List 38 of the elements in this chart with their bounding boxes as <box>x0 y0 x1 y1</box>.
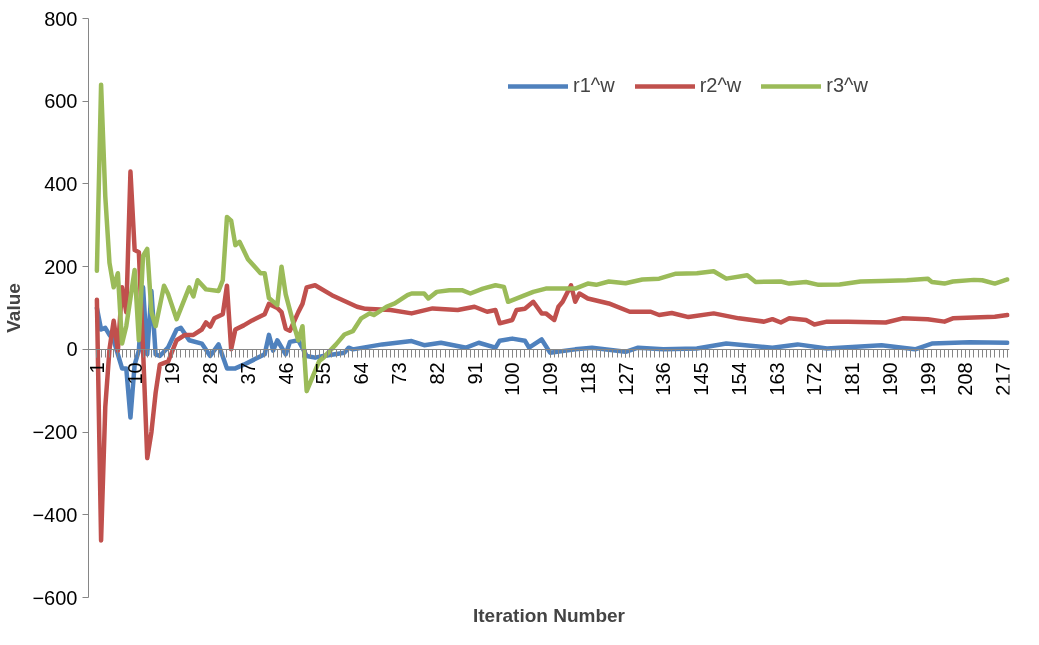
y-tick-label: 200 <box>44 255 78 278</box>
x-tick-label: 73 <box>388 362 410 385</box>
x-tick-label: 28 <box>199 362 222 385</box>
x-tick-label: 163 <box>765 362 788 396</box>
x-tick-label: 172 <box>803 362 826 396</box>
x-tick-label: 109 <box>539 362 562 396</box>
y-tick-label: 400 <box>44 172 78 195</box>
x-tick-label: 10 <box>123 362 146 385</box>
x-tick-label: 118 <box>576 362 599 395</box>
x-tick-label: 100 <box>501 362 524 396</box>
x-tick-label: 154 <box>727 362 750 396</box>
legend-label: r3^w <box>826 74 868 97</box>
legend-label: r2^w <box>699 74 742 97</box>
x-tick-label: 199 <box>916 362 939 396</box>
y-tick-label: −600 <box>32 586 78 609</box>
y-tick-label: 600 <box>44 90 78 113</box>
x-tick-label: 127 <box>614 362 637 396</box>
x-tick-label: 64 <box>350 362 373 385</box>
legend-label: r1^w <box>573 74 615 97</box>
x-tick-label: 217 <box>992 362 1015 396</box>
x-tick-label: 46 <box>274 362 297 385</box>
x-axis-title: Iteration Number <box>472 604 626 626</box>
y-axis-title: Value <box>3 283 25 333</box>
y-tick-label: −400 <box>32 503 78 526</box>
x-tick-label: 91 <box>463 362 486 385</box>
x-tick-label: 136 <box>652 362 675 396</box>
x-tick-label: 190 <box>878 362 901 396</box>
y-tick-label: 0 <box>66 338 78 361</box>
x-tick-label: 181 <box>841 362 864 396</box>
x-tick-label: 82 <box>425 362 448 385</box>
x-tick-label: 19 <box>161 362 184 385</box>
x-tick-label: 37 <box>236 362 259 385</box>
x-tick-label: 145 <box>690 362 713 396</box>
x-tick-label: 208 <box>954 362 977 396</box>
y-tick-label: −200 <box>32 421 78 444</box>
x-tick-label: 55 <box>312 362 335 385</box>
y-tick-label: 800 <box>44 7 78 30</box>
x-tick-label: 1 <box>85 362 108 374</box>
